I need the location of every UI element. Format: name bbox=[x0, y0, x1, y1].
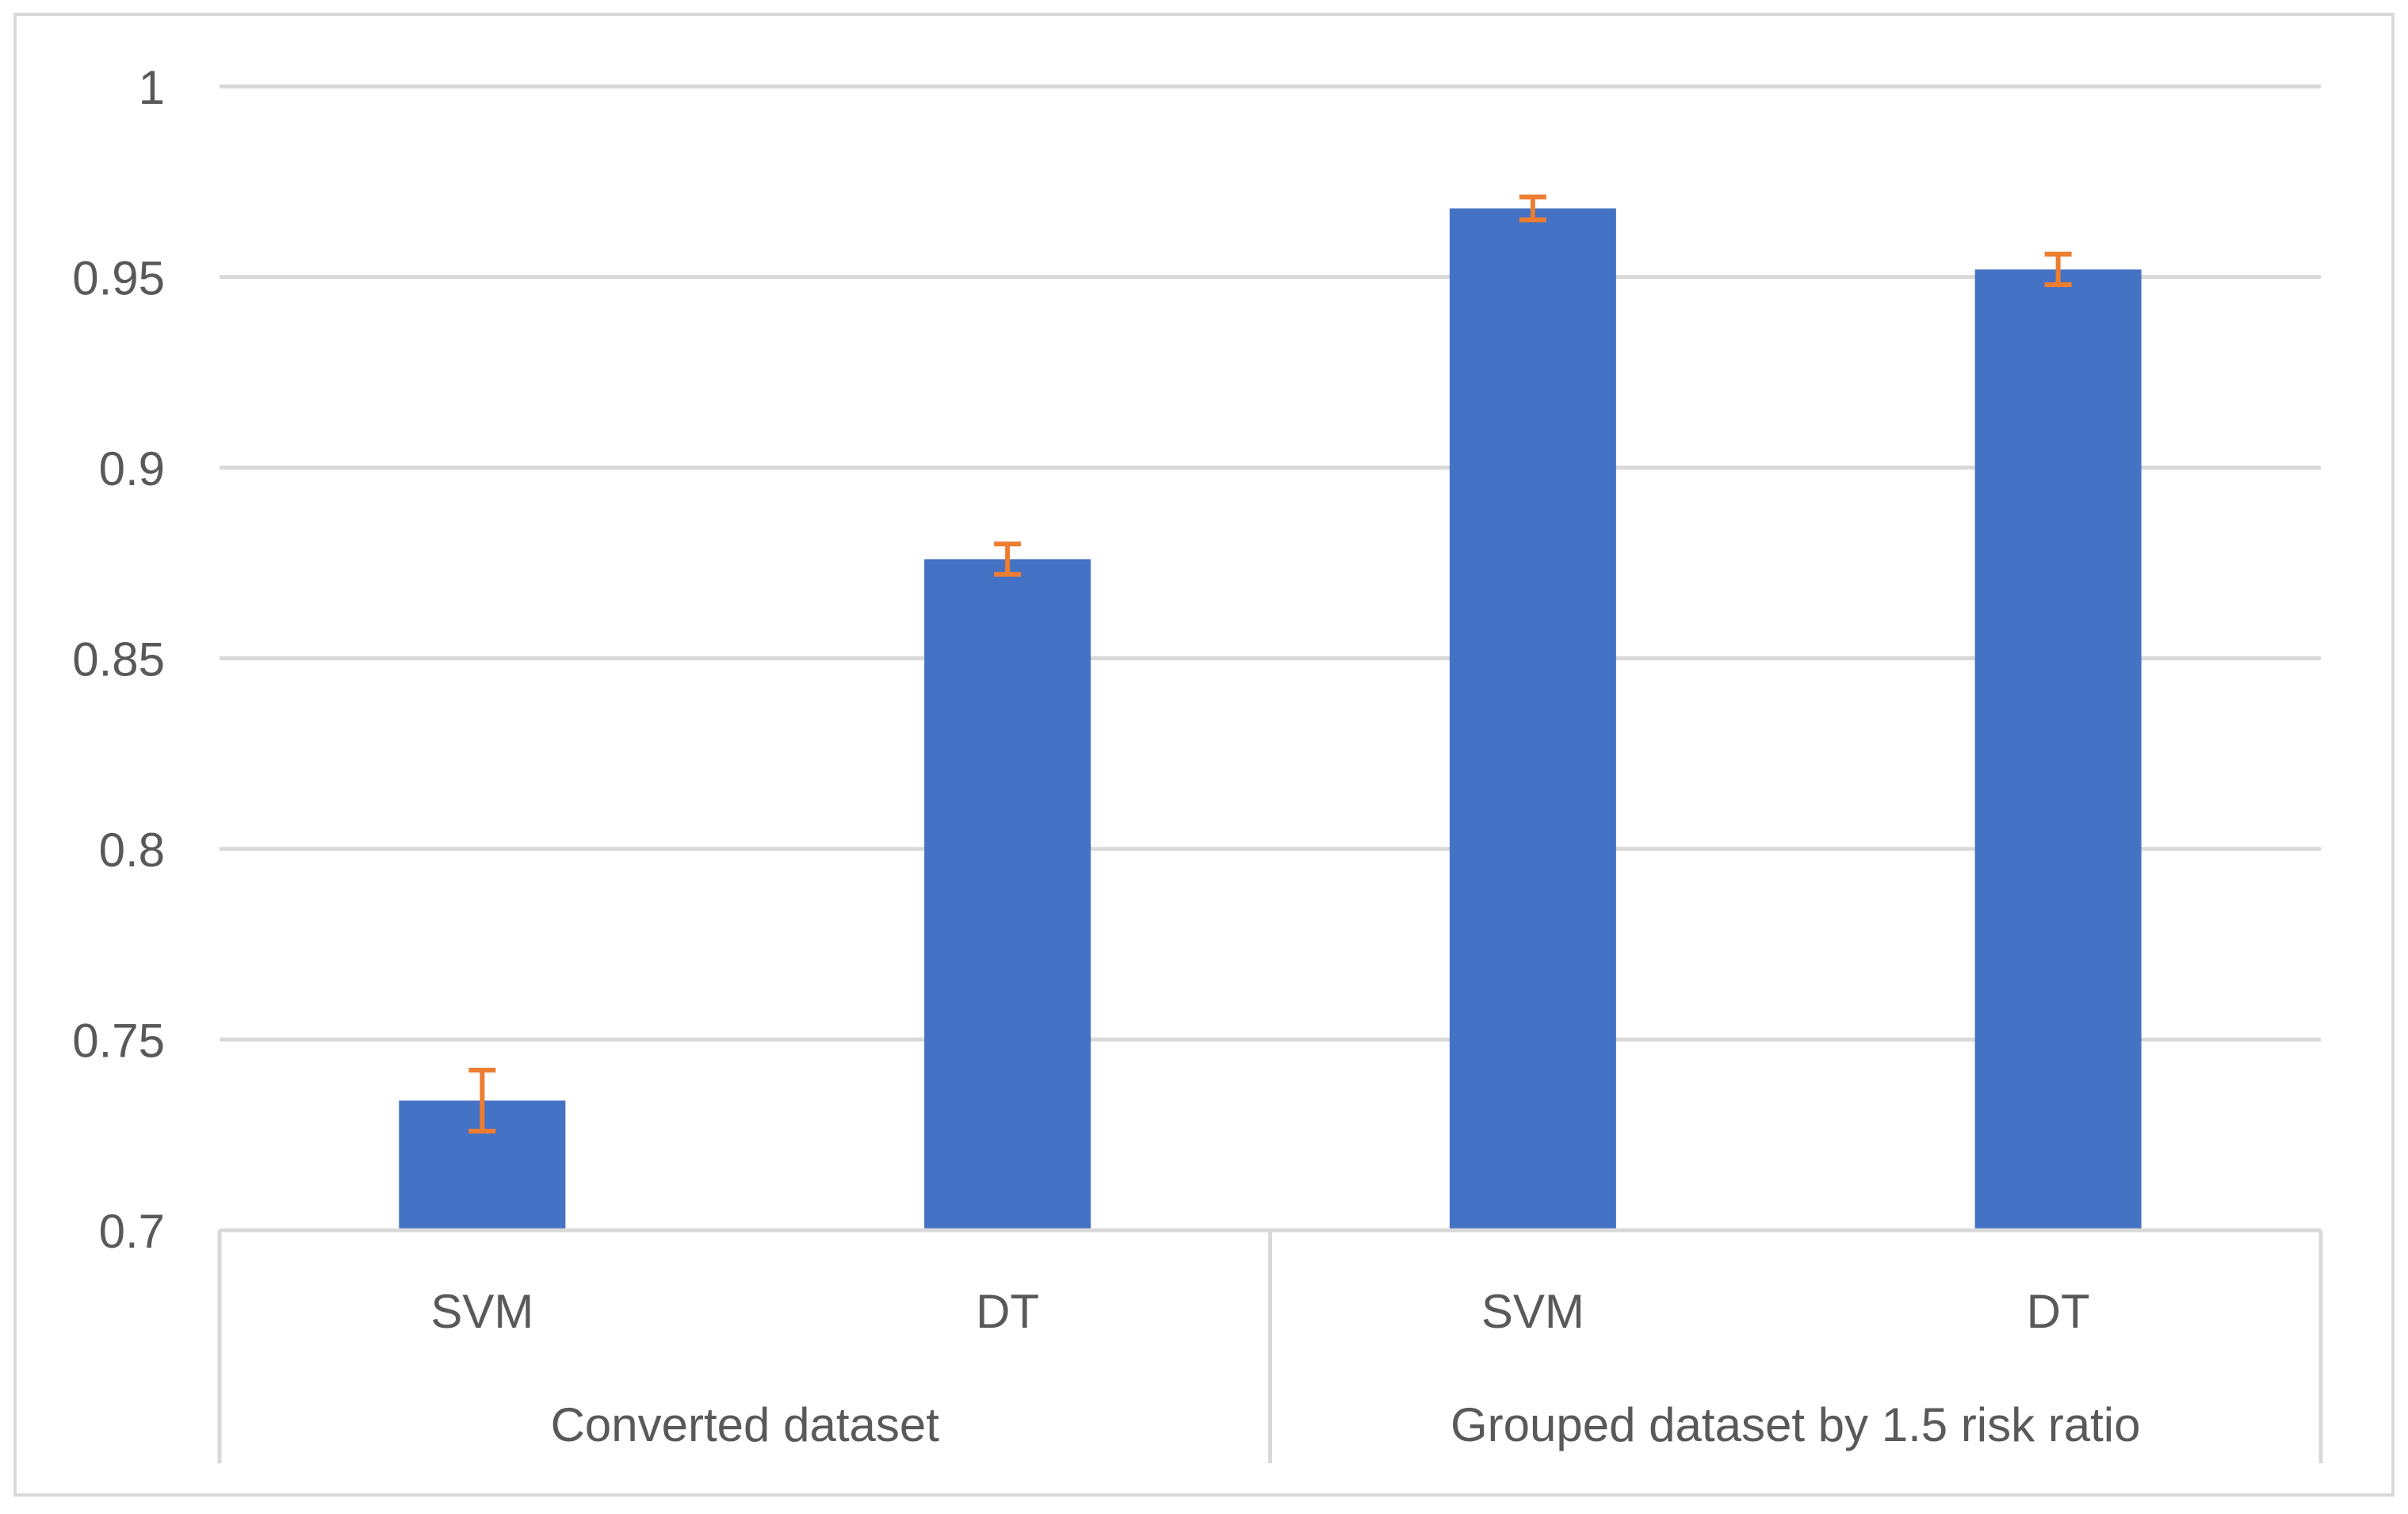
bar bbox=[1974, 269, 2142, 1230]
x-tick-label: SVM bbox=[1481, 1285, 1584, 1338]
error-bar bbox=[468, 1067, 496, 1134]
y-tick-label: 0.9 bbox=[99, 442, 165, 495]
error-bar bbox=[2044, 251, 2072, 288]
error-bar bbox=[994, 541, 1022, 577]
x-group-label: Converted dataset bbox=[551, 1398, 940, 1451]
y-tick-label: 0.75 bbox=[72, 1015, 165, 1068]
bars bbox=[399, 208, 2142, 1230]
y-tick-label: 0.95 bbox=[72, 252, 165, 305]
x-tick-label: DT bbox=[2027, 1285, 2090, 1338]
y-tick-label: 1 bbox=[139, 61, 165, 114]
error-bars bbox=[468, 194, 2072, 1134]
y-tick-label: 0.85 bbox=[72, 633, 165, 686]
gridlines bbox=[220, 84, 2321, 1042]
y-tick-label: 0.8 bbox=[99, 824, 165, 877]
x-tick-label: SVM bbox=[430, 1285, 533, 1338]
bar bbox=[924, 559, 1091, 1230]
bar bbox=[1449, 208, 1616, 1230]
x-tick-label: DT bbox=[976, 1285, 1039, 1338]
x-group-label: Grouped dataset by 1.5 risk ratio bbox=[1451, 1398, 2140, 1451]
x-axis: SVM DT SVM DT Converted dataset Grouped datas… bbox=[217, 1228, 2323, 1463]
error-bar bbox=[1519, 194, 1546, 223]
y-tick-label: 0.7 bbox=[99, 1205, 165, 1258]
y-axis-tick-labels: 0.7 0.75 0.8 0.85 0.9 0.95 1 bbox=[72, 61, 165, 1258]
